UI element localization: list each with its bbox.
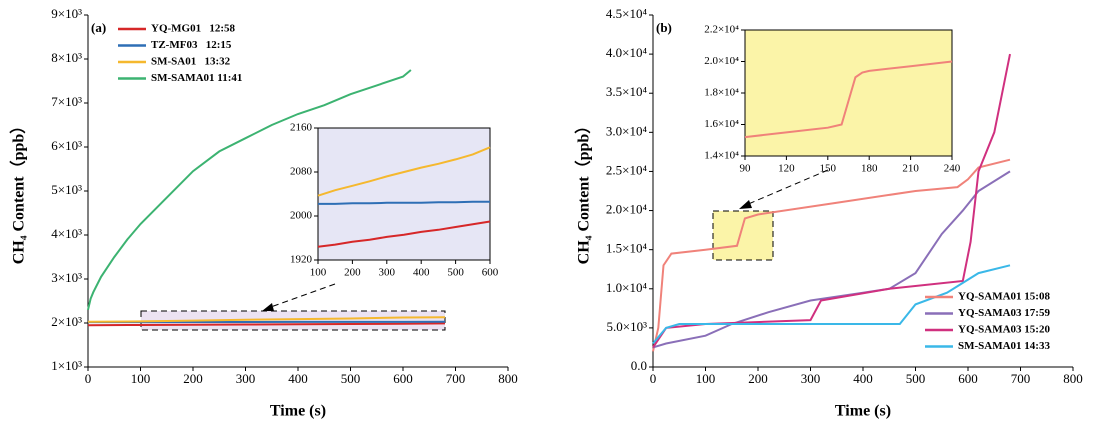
y-tick-label: 1920 [290,254,313,266]
x-tick-label: 180 [861,163,878,175]
data-line [652,264,1011,345]
data-line [317,220,491,248]
x-tick-label: 300 [801,371,821,386]
panel-label: (b) [656,20,672,35]
y-tick-label: 2000 [290,210,313,222]
legend-label: SM-SAMA01 11:41 [151,72,242,84]
y-tick-label: 3.5×10⁴ [606,84,648,99]
x-tick-label: 800 [498,371,518,386]
data-line [652,170,1011,349]
data-line [652,53,1011,348]
y-tick-label: 4×10³ [51,226,82,241]
y-tick-label: 1.8×10⁴ [704,87,739,99]
y-tick-label: 1.0×10⁴ [606,280,648,295]
x-tick-label: 120 [778,163,795,175]
arrow-head [262,303,274,311]
y-tick-label: 2×10³ [51,314,82,329]
y-tick-label: 2160 [290,122,313,134]
legend-label: YQ-SAMA03 15:20 [958,324,1050,336]
x-tick-label: 400 [413,267,430,279]
x-tick-label: 200 [344,267,361,279]
legend-label: TZ-MF03 12:15 [151,39,232,51]
y-tick-label: 2.5×10⁴ [606,162,648,177]
y-tick-label: 5.0×10³ [607,319,648,334]
x-tick-label: 500 [341,371,361,386]
data-line [87,322,446,327]
y-tick-label: 2.0×10⁴ [606,202,648,217]
x-tick-label: 600 [958,371,978,386]
zoom-arrow [745,169,829,206]
data-line [87,69,412,311]
x-tick-label: 100 [696,371,716,386]
x-tick-label: 100 [310,267,327,279]
data-line [744,60,953,139]
y-tick-label: 4.5×10⁴ [606,6,648,21]
y-tick-label: 2.0×10⁴ [704,55,739,67]
x-tick-label: 210 [902,163,919,175]
y-axis-title: CH₄ Content（ppb） [575,118,593,265]
x-tick-label: 400 [853,371,873,386]
y-tick-label: 5×10³ [51,182,82,197]
zoom-arrow [267,283,336,309]
legend-label: YQ-MG01 12:58 [151,23,236,35]
y-tick-label: 3×10³ [51,270,82,285]
x-tick-label: 700 [446,371,466,386]
y-tick-label: 1×10³ [51,358,82,373]
legend-label: SM-SA01 13:32 [151,56,231,68]
y-tick-label: 0.0 [631,358,647,373]
y-tick-label: 1.5×10⁴ [606,241,648,256]
x-tick-label: 600 [482,267,499,279]
y-tick-label: 1.6×10⁴ [704,118,739,130]
x-tick-label: 400 [288,371,308,386]
panel-label: (a) [91,20,106,35]
y-tick-label: 2080 [290,166,313,178]
x-tick-label: 300 [379,267,396,279]
x-tick-label: 100 [131,371,151,386]
x-tick-label: 700 [1011,371,1031,386]
x-tick-label: 150 [820,163,837,175]
legend-label: YQ-SAMA03 17:59 [958,307,1050,319]
y-tick-label: 2.2×10⁴ [704,24,739,36]
legend-label: SM-SAMA01 14:33 [958,340,1050,352]
inset-background [744,29,953,157]
arrow-head [739,200,752,209]
y-tick-label: 8×10³ [51,50,82,65]
x-tick-label: 90 [740,163,752,175]
x-axis-title: Time (s) [835,403,891,420]
x-tick-label: 240 [944,163,961,175]
x-tick-label: 200 [748,371,768,386]
x-tick-label: 0 [85,371,92,386]
x-tick-label: 200 [183,371,203,386]
zoom-box [712,210,774,261]
y-tick-label: 7×10³ [51,94,82,109]
y-tick-label: 3.0×10⁴ [606,123,648,138]
x-tick-label: 0 [650,371,657,386]
y-tick-label: 9×10³ [51,6,82,21]
x-tick-label: 500 [906,371,926,386]
data-line [87,316,446,323]
x-tick-label: 500 [447,267,464,279]
data-line [318,200,490,205]
y-axis-title: CH₄ Content（ppb） [10,118,28,265]
y-tick-label: 6×10³ [51,138,82,153]
x-tick-label: 600 [393,371,413,386]
x-tick-label: 300 [236,371,256,386]
y-tick-label: 1.4×10⁴ [704,150,739,162]
data-line [652,158,1011,352]
legend-label: YQ-SAMA01 15:08 [958,291,1050,303]
data-line [317,146,491,197]
inset-background [317,127,491,261]
x-tick-label: 800 [1063,371,1083,386]
y-tick-label: 4.0×10⁴ [606,45,648,60]
x-axis-title: Time (s) [270,403,326,420]
